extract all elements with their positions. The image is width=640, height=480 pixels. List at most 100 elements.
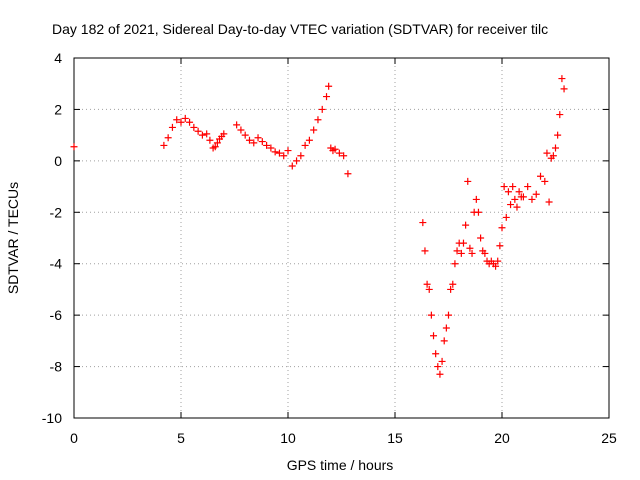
data-point bbox=[430, 332, 438, 340]
data-point bbox=[177, 118, 185, 126]
data-point bbox=[331, 145, 339, 153]
data-point bbox=[241, 131, 249, 139]
data-point bbox=[468, 249, 476, 257]
data-point bbox=[427, 311, 435, 319]
data-point bbox=[537, 172, 545, 180]
y-tick-label: -6 bbox=[50, 307, 63, 323]
data-point bbox=[314, 116, 322, 124]
data-point bbox=[554, 131, 562, 139]
x-axis-label: GPS time / hours bbox=[287, 457, 394, 473]
data-point bbox=[466, 244, 474, 252]
data-point bbox=[421, 247, 429, 255]
data-point bbox=[168, 123, 176, 131]
x-tick-label: 15 bbox=[387, 430, 403, 446]
data-point bbox=[284, 147, 292, 155]
data-point bbox=[558, 75, 566, 83]
y-tick-label: 0 bbox=[54, 153, 62, 169]
data-point bbox=[498, 224, 506, 232]
data-point bbox=[453, 247, 461, 255]
data-point bbox=[500, 183, 508, 191]
data-point bbox=[511, 195, 519, 203]
data-point bbox=[509, 183, 517, 191]
y-tick-label: -4 bbox=[50, 256, 63, 272]
chart-title: Day 182 of 2021, Sidereal Day-to-day VTE… bbox=[52, 21, 548, 37]
data-point bbox=[442, 324, 450, 332]
plot-frame bbox=[73, 57, 610, 419]
data-point bbox=[70, 143, 78, 151]
data-point bbox=[250, 139, 258, 147]
data-point bbox=[423, 280, 431, 288]
data-point bbox=[528, 195, 536, 203]
data-point bbox=[464, 177, 472, 185]
data-point bbox=[344, 170, 352, 178]
data-point bbox=[190, 123, 198, 131]
y-tick-label: -8 bbox=[50, 359, 63, 375]
ticks: 0 5 10 15 20 25 -10 -8 -6 -4 -2 0 2 4 bbox=[42, 50, 617, 446]
data-point bbox=[445, 311, 452, 319]
data-point bbox=[419, 219, 427, 227]
data-point bbox=[254, 134, 262, 142]
x-tick-label: 10 bbox=[280, 430, 296, 446]
data-point bbox=[436, 370, 444, 378]
data-point bbox=[451, 260, 459, 268]
grid bbox=[74, 58, 609, 418]
data-point bbox=[552, 144, 559, 152]
data-point bbox=[481, 249, 489, 257]
y-tick-label: 2 bbox=[54, 101, 62, 117]
data-point bbox=[164, 134, 172, 142]
data-point bbox=[425, 285, 433, 293]
data-point bbox=[301, 141, 309, 149]
data-point bbox=[440, 337, 448, 345]
data-point bbox=[545, 198, 553, 206]
data-point bbox=[432, 350, 440, 358]
data-point bbox=[496, 242, 504, 250]
data-point bbox=[434, 363, 442, 371]
data-point bbox=[325, 82, 333, 90]
y-tick-label: -10 bbox=[42, 410, 62, 426]
data-point bbox=[233, 121, 241, 129]
data-point bbox=[335, 149, 343, 157]
data-point bbox=[532, 190, 540, 198]
data-point bbox=[472, 195, 480, 203]
data-point bbox=[203, 130, 211, 138]
x-tick-label: 20 bbox=[494, 430, 510, 446]
data-points bbox=[70, 75, 568, 378]
data-point bbox=[245, 136, 253, 144]
data-point bbox=[515, 188, 523, 196]
data-point bbox=[297, 152, 305, 160]
data-point bbox=[477, 234, 485, 242]
data-point bbox=[305, 136, 313, 144]
data-point bbox=[237, 126, 245, 134]
y-axis-label: SDTVAR / TECUs bbox=[5, 182, 21, 294]
data-point bbox=[340, 152, 348, 160]
data-point bbox=[449, 280, 457, 288]
data-point bbox=[275, 149, 283, 157]
data-point bbox=[213, 139, 221, 147]
data-point bbox=[519, 193, 527, 201]
data-point bbox=[543, 149, 551, 157]
data-point bbox=[206, 136, 214, 144]
data-point bbox=[194, 127, 202, 135]
data-point bbox=[492, 262, 500, 270]
data-point bbox=[280, 152, 288, 160]
data-point bbox=[263, 141, 271, 149]
y-tick-label: 4 bbox=[54, 50, 62, 66]
x-tick-label: 5 bbox=[177, 430, 185, 446]
data-point bbox=[447, 285, 455, 293]
data-point bbox=[181, 114, 189, 122]
x-tick-label: 0 bbox=[70, 430, 78, 446]
data-point bbox=[502, 213, 510, 221]
data-point bbox=[457, 249, 465, 257]
data-point bbox=[524, 183, 532, 191]
data-point bbox=[459, 239, 467, 247]
data-point bbox=[323, 93, 331, 101]
data-point bbox=[211, 143, 219, 151]
data-point bbox=[173, 116, 181, 124]
data-point bbox=[438, 357, 446, 365]
x-tick-label: 25 bbox=[601, 430, 617, 446]
data-point bbox=[513, 203, 521, 211]
data-point bbox=[310, 126, 318, 134]
data-point bbox=[549, 152, 557, 160]
data-point bbox=[220, 130, 228, 138]
